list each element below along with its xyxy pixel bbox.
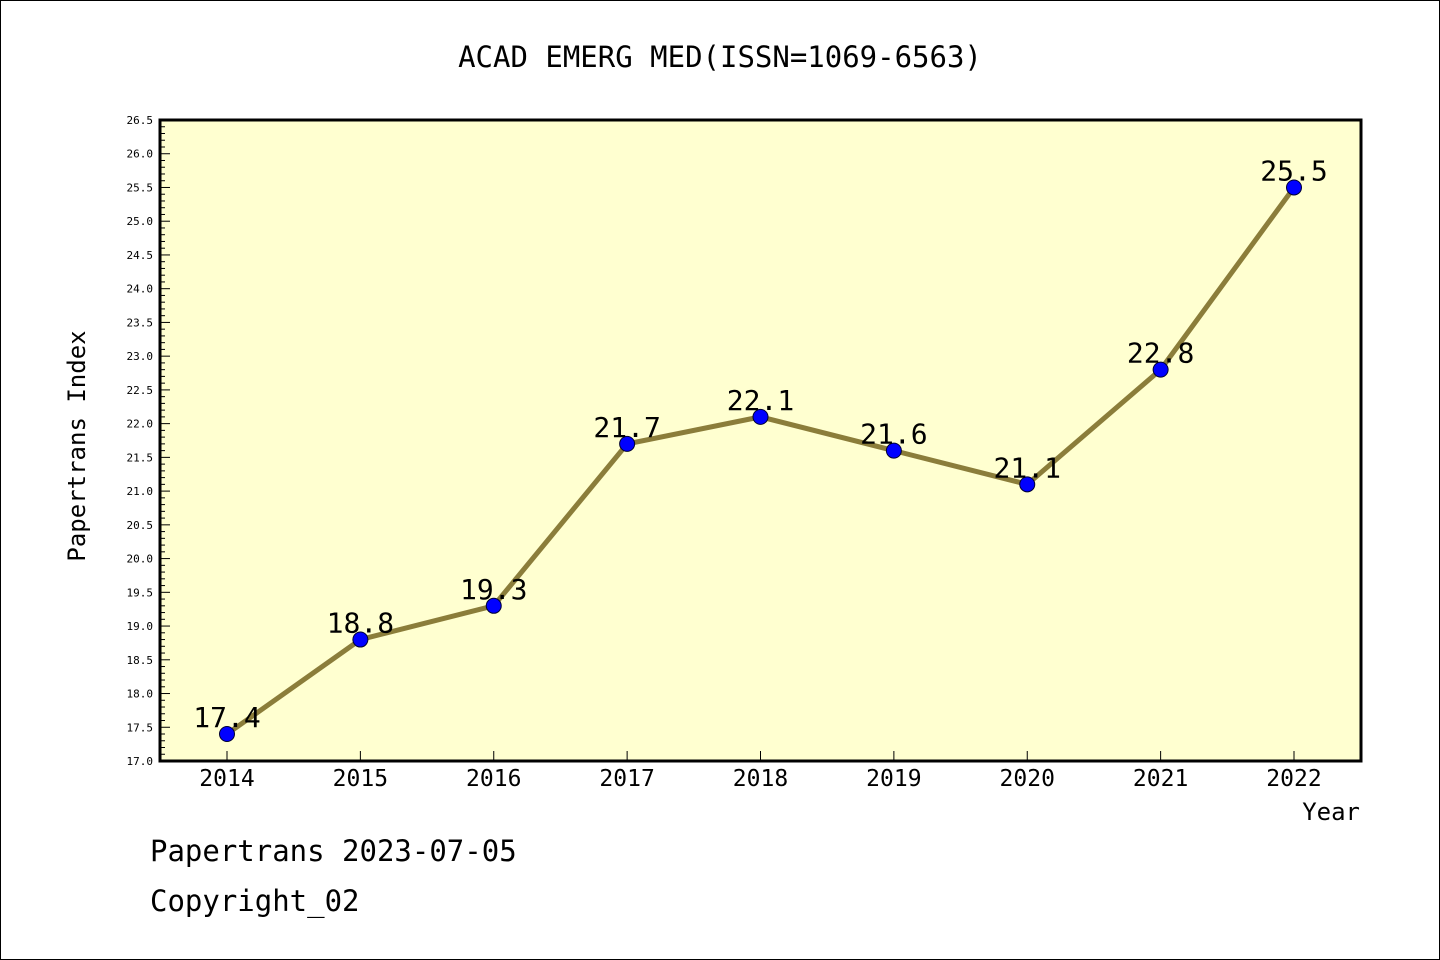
y-tick-label: 26.0 [127,148,154,161]
x-tick-label: 2019 [866,766,921,792]
data-label: 21.1 [994,451,1061,484]
y-tick-label: 24.5 [127,249,154,262]
y-tick-label: 21.0 [127,485,154,498]
x-tick-label: 2014 [199,766,254,792]
data-point [752,408,769,425]
footer-copyright: Copyright_02 [150,884,360,918]
x-tick-label: 2021 [1133,766,1188,792]
y-tick-label: 17.5 [127,721,154,734]
y-tick-label: 17.0 [127,755,154,768]
plot-area [158,118,1363,763]
y-tick-label: 22.0 [127,418,154,431]
x-axis-label: Year [1302,798,1360,826]
data-point [485,597,502,614]
data-point [219,726,235,743]
y-tick-label: 21.5 [127,451,154,464]
y-axis-ticks: 17.0 17.5 18.0 18.5 19.0 19.5 20.0 20.5 21.0 21.5… [127,114,170,768]
data-point [1286,179,1302,196]
series-group: 17.4 18.8 19.3 21.7 22.1 21.6 21.1 22.8 25.5 [193,154,1328,743]
y-tick-label: 23.5 [127,316,154,329]
x-tick-label: 2018 [733,766,788,792]
y-tick-label: 25.0 [127,215,154,228]
data-label: 17.4 [193,701,260,734]
x-tick-label: 2022 [1266,766,1321,792]
data-label: 18.8 [327,607,394,640]
y-tick-label: 18.0 [127,688,154,701]
x-tick-label: 2016 [466,766,521,792]
y-tick-label: 20.5 [127,519,154,532]
x-tick-label: 2015 [333,766,388,792]
data-point [1152,361,1169,378]
y-axis-label: Papertrans Index [63,330,91,561]
x-tick-label: 2020 [1000,766,1055,792]
data-point [619,435,636,452]
y-tick-label: 18.5 [127,654,154,667]
y-tick-label: 25.5 [127,181,154,194]
y-tick-label: 20.0 [127,553,154,566]
y-tick-label: 24.0 [127,283,154,296]
y-tick-label: 26.5 [127,114,154,127]
data-point [1019,476,1036,493]
x-tick-label: 2017 [599,766,654,792]
y-tick-label: 23.0 [127,350,154,363]
data-label: 21.6 [860,418,927,451]
data-label: 22.8 [1127,337,1194,370]
y-tick-label: 22.5 [127,384,154,397]
data-label: 21.7 [593,411,660,444]
y-tick-label: 19.0 [127,620,154,633]
x-axis-ticks: 2014 2015 2016 2017 2018 2019 2020 2021 2022 [199,751,1322,792]
data-label: 25.5 [1260,154,1327,187]
footer-date: Papertrans 2023-07-05 [150,834,517,868]
data-label: 19.3 [460,573,527,606]
data-point [352,631,369,648]
data-point [885,442,902,459]
chart-title: ACAD EMERG MED(ISSN=1069-6563) [458,40,982,74]
y-tick-label: 19.5 [127,586,154,599]
data-label: 22.1 [727,384,794,417]
